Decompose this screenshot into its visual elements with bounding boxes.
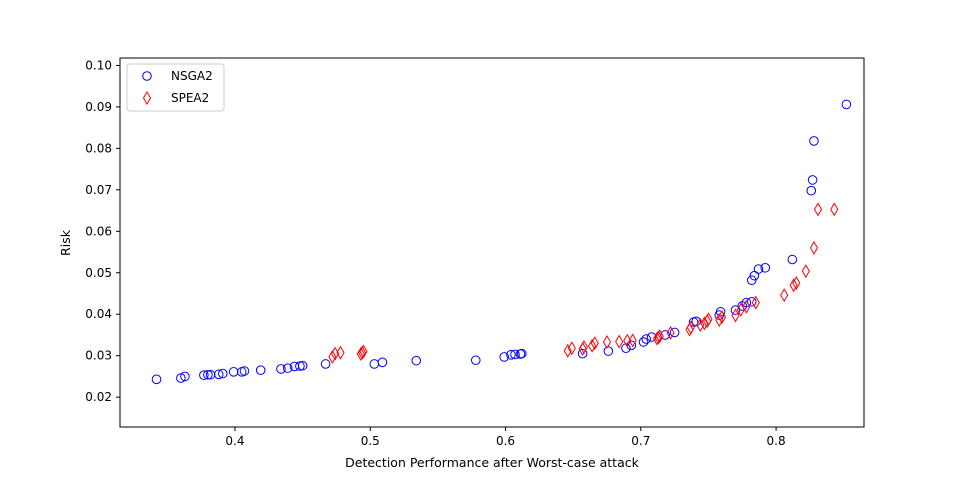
spea2-point [579, 339, 589, 354]
nsga2-point [787, 254, 798, 265]
legend: NSGA2 SPEA2 [126, 63, 225, 112]
nsga2-point [239, 366, 250, 376]
spea2-point [792, 276, 801, 291]
spea2-point [328, 349, 337, 364]
y-tick-label: 0.03 [85, 349, 112, 363]
x-tick-label: 0.7 [631, 434, 650, 448]
legend-label-spea2: SPEA2 [171, 91, 209, 105]
spea2-point [715, 313, 724, 328]
nsga2-point [180, 371, 190, 382]
plot-area [151, 99, 852, 385]
nsga2-point [255, 365, 266, 375]
nsga2-point [218, 368, 228, 379]
y-tick-label: 0.06 [85, 224, 112, 238]
x-tick-label: 0.6 [496, 434, 515, 448]
nsga2-point [199, 370, 209, 380]
nsga2-point [603, 346, 614, 356]
spea2-point [717, 310, 727, 325]
spea2-point [602, 335, 612, 349]
spea2-point [751, 295, 760, 310]
legend-marker-nsga2 [142, 71, 152, 81]
nsga2-point [297, 360, 308, 371]
spea2-point [628, 333, 637, 348]
nsga2-point [638, 337, 649, 347]
spea2-point [731, 308, 740, 323]
nsga2-point [730, 305, 741, 315]
nsga2-point [807, 175, 818, 185]
nsga2-point [276, 364, 286, 374]
nsga2-point [641, 334, 652, 344]
x-tick-label: 0.8 [767, 434, 786, 448]
x-tick-label: 0.4 [225, 434, 244, 448]
series-nsga2 [151, 99, 852, 385]
axis-ticks: 0.4 0.5 0.6 0.7 0.8 0.02 0.03 0.04 0.05 0.06 0.07 0… [85, 58, 785, 448]
x-axis-label: Detection Performance after Worst-case a… [345, 455, 639, 470]
nsga2-point [669, 327, 680, 338]
nsga2-point [691, 316, 702, 327]
nsga2-point [203, 369, 213, 380]
y-tick-label: 0.04 [85, 307, 112, 321]
spea2-point [830, 202, 839, 217]
nsga2-point [806, 185, 817, 196]
spea2-point [588, 338, 597, 353]
spea2-point [358, 345, 367, 360]
nsga2-point [499, 352, 509, 362]
legend-label-nsga2: NSGA2 [171, 69, 213, 83]
spea2-point [563, 343, 572, 358]
nsga2-point [282, 363, 293, 373]
nsga2-point [577, 348, 588, 359]
nsga2-point [377, 357, 388, 368]
y-axis-label: Risk [58, 229, 73, 256]
nsga2-point [753, 264, 764, 274]
spea2-point [652, 331, 662, 346]
nsga2-point [809, 136, 819, 146]
spea2-point [789, 278, 798, 293]
nsga2-point [741, 297, 752, 308]
spea2-point [336, 345, 345, 360]
spea2-point [654, 330, 663, 345]
spea2-point [666, 325, 675, 340]
y-tick-label: 0.10 [85, 58, 112, 72]
nsga2-point [626, 340, 637, 351]
spea2-point [780, 288, 789, 303]
spea2-point [686, 320, 695, 335]
plot-frame [119, 57, 865, 428]
nsga2-point [470, 355, 481, 366]
y-tick-label: 0.08 [85, 141, 112, 155]
spea2-point [696, 318, 705, 332]
legend-marker-spea2 [142, 91, 152, 105]
spea2-point [615, 334, 624, 349]
spea2-point [567, 341, 576, 356]
series-spea2 [328, 202, 839, 364]
nsga2-point [646, 332, 657, 342]
spea2-point [801, 264, 810, 279]
nsga2-point [516, 348, 527, 359]
y-tick-label: 0.09 [85, 100, 112, 114]
y-tick-label: 0.07 [85, 183, 112, 197]
y-tick-label: 0.02 [85, 390, 112, 404]
nsga2-point [151, 374, 162, 385]
nsga2-point [841, 99, 852, 110]
spea2-point [704, 312, 713, 327]
x-tick-label: 0.5 [361, 434, 380, 448]
nsga2-point [213, 369, 224, 380]
nsga2-point [506, 350, 516, 360]
spea2-point [813, 202, 823, 217]
y-tick-label: 0.05 [85, 266, 112, 280]
spea2-point [809, 240, 819, 255]
spea2-point [590, 336, 599, 351]
spea2-point [356, 347, 365, 362]
nsga2-point [746, 275, 757, 286]
nsga2-point [411, 355, 422, 366]
nsga2-point [320, 359, 331, 369]
spea2-point [742, 299, 751, 314]
nsga2-point [176, 373, 186, 383]
spea2-point [359, 344, 368, 359]
nsga2-point [760, 262, 771, 273]
nsga2-point [510, 349, 520, 360]
spea2-point [655, 329, 664, 344]
